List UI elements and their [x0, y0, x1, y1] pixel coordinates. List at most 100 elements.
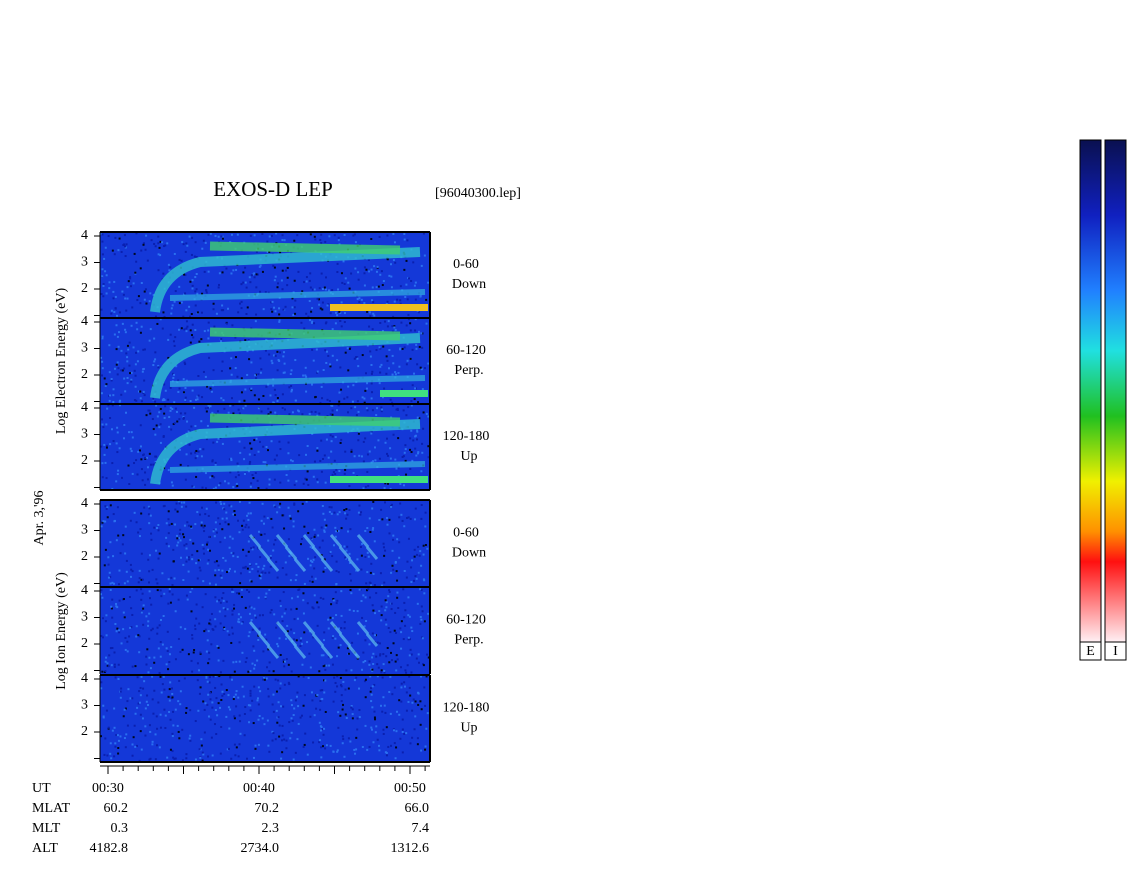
spectrogram-pixel: [130, 371, 133, 374]
spectrogram-pixel: [164, 389, 167, 392]
spectrogram-pixel: [154, 733, 157, 736]
spectrogram-pixel: [376, 407, 379, 410]
spectrogram-pixel: [203, 731, 206, 734]
spectrogram-pixel: [387, 626, 390, 629]
spectrogram-pixel: [246, 373, 249, 376]
spectrogram-pixel: [395, 408, 398, 411]
spectrogram-pixel: [392, 232, 395, 235]
spectrogram-pixel: [403, 268, 406, 271]
spectrogram-pixel: [404, 685, 407, 688]
orbit-value: 7.4: [412, 821, 430, 836]
spectrogram-pixel: [198, 566, 201, 569]
spectrogram-pixel: [279, 682, 282, 685]
spectrogram-pixel: [117, 739, 120, 742]
spectrogram-pixel: [156, 415, 159, 418]
spectrogram-pixel: [230, 678, 233, 681]
y-tick-label: 4: [81, 400, 88, 415]
spectrogram-pixel: [158, 671, 161, 674]
spectrogram-pixel: [150, 239, 153, 242]
spectrogram-pixel: [137, 390, 140, 393]
spectrogram-pixel: [362, 651, 365, 654]
spectrogram-pixel: [348, 484, 351, 487]
spectrogram-pixel: [270, 359, 273, 362]
spectrogram-pixel: [316, 371, 319, 374]
spectrogram-pixel: [125, 559, 128, 562]
spectrogram-pixel: [221, 304, 224, 307]
spectrogram-pixel: [135, 744, 138, 747]
spectrogram-pixel: [382, 732, 385, 735]
spectrogram-pixel: [196, 292, 199, 295]
spectrogram-pixel: [139, 528, 142, 531]
spectrogram-pixel: [212, 530, 215, 533]
spectrogram-pixel: [126, 297, 129, 300]
spectrogram-pixel: [384, 549, 387, 552]
spectrogram-pixel: [247, 526, 250, 529]
spectrogram-pixel: [304, 374, 307, 377]
spectrogram-pixel: [393, 326, 396, 329]
spectrogram-pixel: [250, 580, 253, 583]
spectrogram-pixel: [352, 609, 355, 612]
spectrogram-pixel: [334, 591, 337, 594]
spectrogram-pixel: [183, 361, 186, 364]
spectrogram-pixel: [329, 550, 332, 553]
spectrogram-pixel: [159, 407, 162, 410]
spectrogram-pixel: [229, 708, 232, 711]
spectrogram-pixel: [225, 267, 228, 270]
spectrogram-pixel: [112, 582, 115, 585]
spectrogram-pixel: [174, 523, 177, 526]
spectrogram-pixel: [203, 708, 206, 711]
spectrogram-pixel: [316, 449, 319, 452]
spectrogram-pixel: [342, 680, 345, 683]
spectrogram-pixel: [156, 744, 159, 747]
spectrogram-pixel: [191, 236, 194, 239]
spectrogram-pixel: [345, 549, 348, 552]
spectrogram-pixel: [240, 588, 243, 591]
spectrogram-pixel: [333, 676, 336, 679]
spectrogram-pixel: [356, 400, 359, 403]
spectrogram-pixel: [329, 312, 332, 315]
y-tick-label: 4: [81, 314, 88, 329]
spectrogram-pixel: [383, 704, 386, 707]
ion-panels: 2340-60Down23460-120Perp.234120-180UpLog…: [54, 496, 489, 763]
spectrogram-pixel: [161, 572, 164, 575]
spectrogram-pixel: [347, 737, 350, 740]
spectrogram-pixel: [193, 648, 196, 651]
spectrogram-pixel: [249, 689, 252, 692]
spectrogram-pixel: [250, 619, 253, 622]
spectrogram-pixel: [121, 543, 124, 546]
spectrogram-pixel: [337, 288, 340, 291]
spectrogram-pixel: [403, 569, 406, 572]
spectrogram-pixel: [196, 662, 199, 665]
spectrogram-pixel: [117, 663, 120, 666]
spectrogram-pixel: [427, 456, 430, 459]
spectrogram-pixel: [302, 704, 305, 707]
spectrogram-pixel: [132, 282, 135, 285]
spectrogram-pixel: [311, 580, 314, 583]
spectrogram-pixel: [179, 463, 182, 466]
spectrogram-pixel: [247, 635, 250, 638]
spectrogram-pixel: [370, 728, 373, 731]
spectrogram-pixel: [335, 602, 338, 605]
spectrogram-pixel: [361, 354, 364, 357]
spectrogram-pixel: [170, 312, 173, 315]
spectrogram-pixel: [415, 454, 418, 457]
spectrogram-pixel: [295, 480, 298, 483]
spectrogram-pixel: [424, 704, 427, 707]
spectrogram-pixel: [331, 409, 334, 412]
spectrogram-pixel: [362, 440, 365, 443]
spectrogram-pixel: [194, 290, 197, 293]
spectrogram-pixel: [247, 518, 250, 521]
spectrogram-pixel: [388, 590, 391, 593]
spectrogram-pixel: [263, 564, 266, 567]
spectrogram-pixel: [273, 458, 276, 461]
spectrogram-pixel: [185, 327, 188, 330]
spectrogram-pixel: [111, 616, 114, 619]
spectrogram-pixel: [131, 436, 134, 439]
spectrogram-pixel: [211, 411, 214, 414]
spectrogram-pixel: [149, 730, 152, 733]
spectrogram-pixel: [413, 284, 416, 287]
spectrogram-pixel: [232, 404, 235, 407]
spectrogram-pixel: [162, 614, 165, 617]
spectrogram-pixel: [126, 580, 129, 583]
spectrogram-pixel: [313, 535, 316, 538]
